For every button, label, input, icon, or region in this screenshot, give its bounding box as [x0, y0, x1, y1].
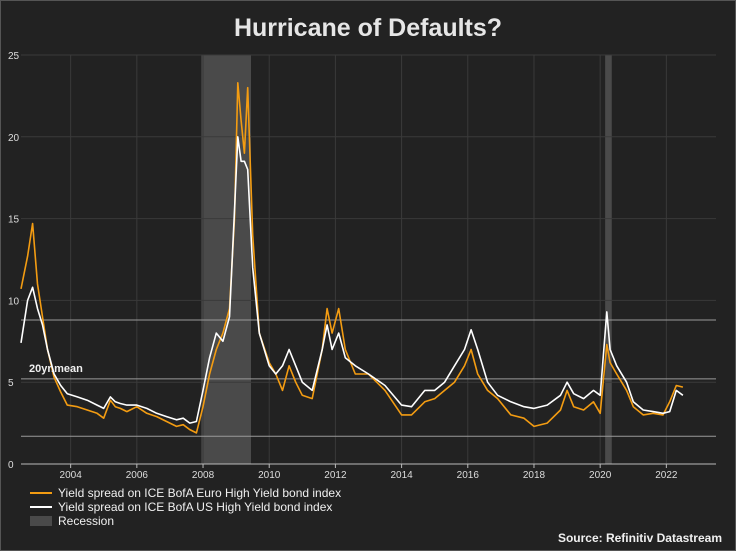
y-tick-label: 25 [8, 51, 20, 62]
x-tick-label: 2020 [589, 470, 612, 481]
legend-label-recession: Recession [58, 514, 115, 528]
legend-label-euro: Yield spread on ICE BofA Euro High Yield… [58, 486, 342, 500]
y-tick-label: 15 [8, 215, 20, 226]
series-line-us [20, 136, 684, 424]
legend-item-euro: Yield spread on ICE BofA Euro High Yield… [30, 486, 341, 500]
recession-band-1 [605, 55, 612, 464]
grid-layer [21, 54, 716, 465]
recession-band-0 [201, 55, 252, 464]
source-note: Source: Refinitiv Datastream [557, 531, 722, 545]
y-tick-label: 20 [8, 133, 20, 144]
annotation-label: 20yr.mean [29, 363, 83, 375]
legend-item-us: Yield spread on ICE BofA US High Yield b… [30, 500, 341, 514]
legend-label-us: Yield spread on ICE BofA US High Yield b… [58, 500, 333, 514]
x-tick-label: 2022 [655, 470, 678, 481]
legend-item-recession: Recession [30, 514, 341, 528]
y-tick-label: 10 [8, 296, 20, 307]
x-tick-label: 2010 [258, 470, 281, 481]
recession-layer [201, 55, 612, 464]
legend-swatch-euro [30, 492, 52, 494]
series-layer [20, 82, 684, 434]
legend-swatch-recession [30, 516, 52, 526]
x-tick-label: 2016 [457, 470, 480, 481]
x-tick-label: 2008 [192, 470, 215, 481]
axis-layer: 0 5 10 15 20 25 2004 2006 2008 2010 2012 2014 2016 20… [8, 51, 716, 481]
x-tick-label: 2014 [390, 470, 413, 481]
y-tick-label: 0 [8, 460, 14, 471]
series-line-euro [20, 82, 684, 434]
x-tick-label: 2018 [523, 470, 546, 481]
x-tick-label: 2006 [126, 470, 149, 481]
y-tick-label: 5 [8, 378, 14, 389]
x-tick-label: 2012 [324, 470, 347, 481]
chart-title: Hurricane of Defaults? [233, 14, 503, 42]
legend: Yield spread on ICE BofA Euro High Yield… [30, 486, 341, 528]
x-tick-label: 2004 [60, 470, 83, 481]
legend-swatch-us [30, 506, 52, 508]
